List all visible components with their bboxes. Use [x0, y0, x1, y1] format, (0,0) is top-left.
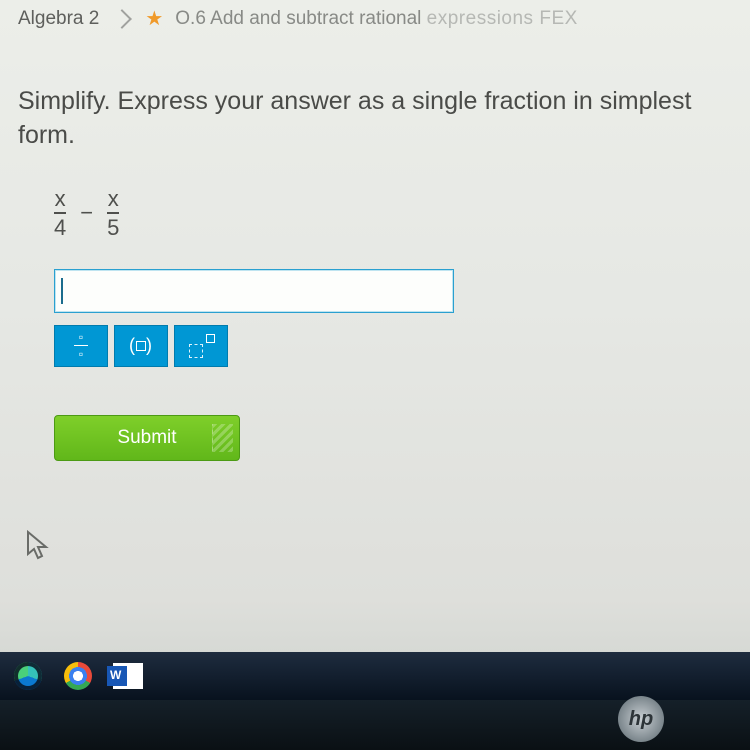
mouse-cursor-icon	[26, 530, 52, 562]
breadcrumb-lesson[interactable]: O.6 Add and subtract rational expression…	[175, 8, 578, 30]
answer-input[interactable]	[54, 269, 454, 313]
windows-taskbar[interactable]	[0, 652, 750, 700]
text-cursor	[61, 278, 63, 304]
fraction-1: x 4	[54, 187, 66, 239]
parentheses-icon: ()	[129, 335, 153, 356]
taskbar-word-icon[interactable]	[104, 656, 152, 696]
fraction-button[interactable]: ▫ ▫	[54, 325, 108, 367]
fraction-icon-top: ▫	[79, 331, 83, 343]
submit-button[interactable]: Submit	[54, 415, 240, 461]
chevron-right-icon	[112, 9, 132, 29]
problem-expression: x 4 − x 5	[54, 187, 732, 239]
breadcrumb-subject[interactable]: Algebra 2	[18, 8, 99, 30]
taskbar-edge-icon[interactable]	[4, 656, 52, 696]
exponent-icon	[187, 334, 215, 358]
taskbar-chrome-icon[interactable]	[54, 656, 102, 696]
hp-logo: hp	[618, 696, 664, 742]
breadcrumb: Algebra 2 ★ O.6 Add and subtract rationa…	[0, 0, 750, 41]
frac1-denominator: 4	[54, 216, 66, 239]
problem-prompt: Simplify. Express your answer as a singl…	[18, 85, 732, 153]
parentheses-button[interactable]: ()	[114, 325, 168, 367]
fraction-icon-bottom: ▫	[79, 348, 83, 360]
exponent-button[interactable]	[174, 325, 228, 367]
frac1-numerator: x	[55, 187, 66, 210]
star-icon: ★	[145, 6, 163, 31]
operator-minus: −	[80, 200, 93, 226]
lesson-title: Add and subtract rational	[210, 8, 421, 29]
frac2-numerator: x	[108, 187, 119, 210]
lesson-number: O.6	[175, 8, 206, 29]
frac2-denominator: 5	[107, 216, 119, 239]
math-toolbar: ▫ ▫ ()	[54, 325, 732, 367]
lesson-suffix: expressions FEX	[427, 8, 578, 29]
fraction-2: x 5	[107, 187, 119, 239]
